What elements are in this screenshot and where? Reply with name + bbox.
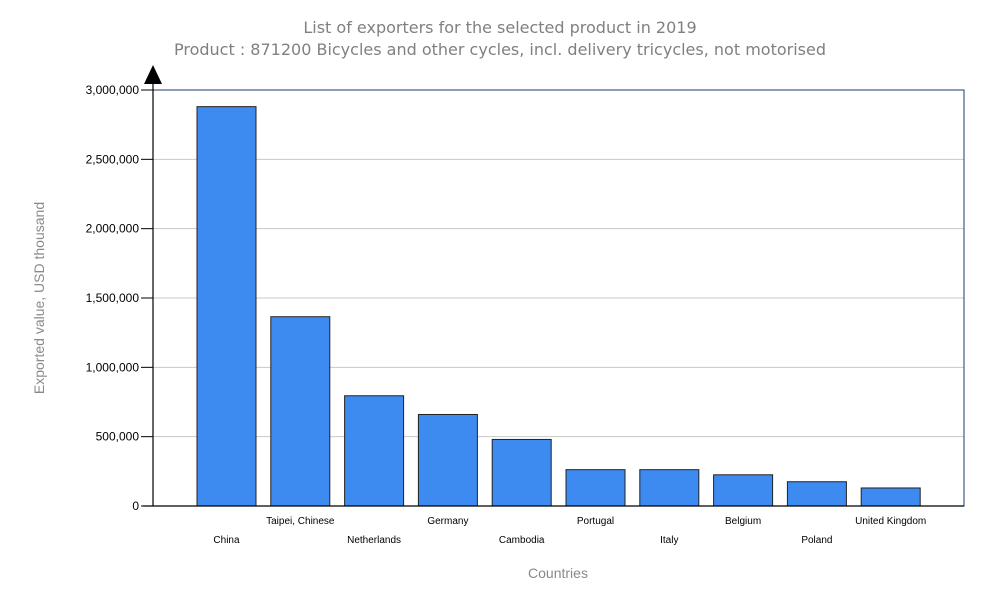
x-tick-label: Belgium [725,516,761,527]
x-tick-label: China [213,535,240,546]
y-tick-label: 2,500,000 [86,152,140,166]
y-tick-label: 0 [132,499,139,513]
y-axis [141,65,964,507]
y-tick-label: 500,000 [96,430,140,444]
x-tick-label: Germany [427,516,468,527]
bar [491,438,552,507]
x-tick-label: Cambodia [499,535,545,546]
bar [786,481,847,507]
y-tick-label: 1,500,000 [86,291,140,305]
bars [196,106,921,507]
bar [417,413,478,507]
bar [344,395,405,507]
bar [196,106,257,507]
x-tick-label: Italy [660,535,678,546]
x-tick-label: Poland [801,535,832,546]
bar [639,469,700,507]
x-tick-label: United Kingdom [855,516,926,527]
chart-subtitle: Product : 871200 Bicycles and other cycl… [173,40,826,59]
x-tick-labels: China Taipei, Chinese Netherlands Germany Ca… [213,516,926,546]
bar [713,474,774,507]
y-tick-label: 2,000,000 [86,222,140,236]
y-tick-label: 3,000,000 [86,83,140,97]
y-tick-labels: 0 500,000 1,000,000 1,500,000 2,000,000 2,500… [86,83,140,513]
bar [565,469,626,507]
chart-title: List of exporters for the selected produ… [303,18,697,37]
y-axis-label: Exported value, USD thousand [31,202,47,394]
x-axis-label: Countries [528,565,588,581]
y-tick-label: 1,000,000 [86,360,140,374]
x-tick-label: Portugal [577,516,614,527]
bar [270,316,331,507]
x-tick-label: Netherlands [347,535,401,546]
y-axis-arrow [144,65,162,84]
bar [860,487,921,507]
x-tick-label: Taipei, Chinese [266,516,335,527]
